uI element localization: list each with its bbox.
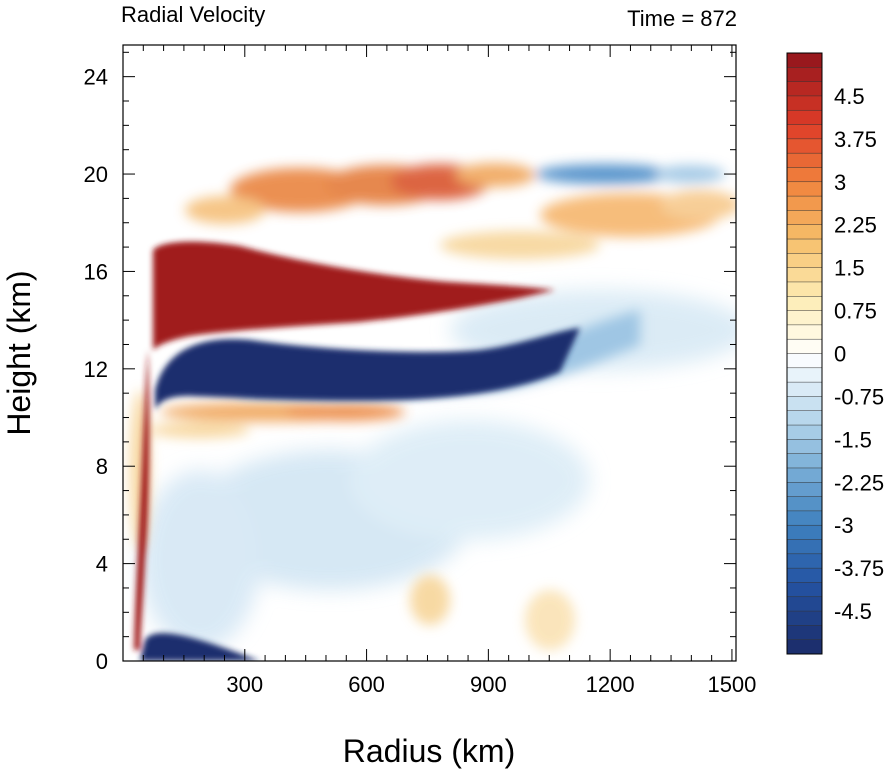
colorbar-segment [787,81,822,97]
colorbar-segment [787,582,822,598]
axis-ticks [123,45,736,661]
colorbar-segment [787,53,822,68]
colorbar-segment [787,467,822,483]
colorbar-segment [787,382,822,397]
colorbar-segment [787,67,822,82]
y-tick-label: 12 [84,357,108,382]
colorbar-segment [787,181,822,197]
colorbar-label: 0 [834,342,846,367]
title-right: Time = 872 [627,6,737,31]
colorbar-label: -3 [834,513,854,538]
colorbar-label: 0.75 [834,299,877,324]
y-tick-label: 4 [96,552,108,577]
colorbar-segment [787,296,822,311]
colorbar-segment [787,453,822,469]
y-axis-label: Height (km) [1,270,37,435]
colorbar-segment [787,167,822,183]
colorbar-segment [787,310,822,326]
colorbar-segment [787,625,822,640]
colorbar-segment [787,439,822,454]
x-tick-label: 1500 [707,672,756,697]
x-axis-label: Radius (km) [343,733,515,769]
colorbar-segment [787,138,822,154]
colorbar-segment [787,496,822,512]
colorbar-label: 4.5 [834,84,865,109]
colorbar-segment [787,425,822,440]
y-tick-labels: 0 4 8 12 16 20 24 [84,65,108,674]
colorbar-segment [787,95,822,111]
colorbar-segment [787,367,822,383]
y-tick-label: 0 [96,649,108,674]
x-tick-label: 900 [470,672,507,697]
colorbar-label: 2.25 [834,213,877,238]
colorbar-segment [787,124,822,140]
colorbar-segment [787,267,822,283]
colorbar-segment [787,196,822,211]
colorbar-segment [787,281,822,297]
colorbar-segment [787,224,822,240]
colorbar-segment [787,353,822,369]
colorbar-label: -4.5 [834,599,872,624]
x-tick-label: 300 [226,672,263,697]
colorbar-segment [787,596,822,612]
title-left: Radial Velocity [121,2,265,27]
colorbar-segment [787,525,822,540]
x-tick-label: 1200 [586,672,635,697]
plot-frame [122,44,737,662]
colorbar-label: -2.25 [834,470,884,495]
heatmap-field [123,45,736,661]
colorbar-segment [787,639,822,655]
colorbar-frame [786,52,823,655]
colorbar-segment [787,253,822,268]
colorbar [786,52,823,655]
colorbar-segment [787,396,822,412]
y-tick-label: 20 [84,162,108,187]
colorbar-label: -0.75 [834,384,884,409]
y-tick-label: 16 [84,259,108,284]
colorbar-segment [787,482,822,497]
colorbar-segment [787,210,822,226]
colorbar-segment [787,339,822,354]
y-tick-label: 8 [96,454,108,479]
colorbar-segment [787,611,822,626]
colorbar-segment [787,324,822,340]
colorbar-segment [787,510,822,526]
colorbar-segment [787,153,822,168]
colorbar-labels: 4.5 3.75 3 2.25 1.5 0.75 0 -0.75 -1.5 -2.25 -3 -3.7… [834,84,884,624]
colorbar-segment [787,110,822,125]
colorbar-label: 3.75 [834,127,877,152]
colorbar-segment [787,553,822,569]
colorbar-segment [787,239,822,254]
colorbar-label: 1.5 [834,256,865,281]
colorbar-segment [787,410,822,426]
colorbar-segment [787,568,822,583]
x-tick-labels: 300 600 900 1200 1500 [226,672,756,697]
colorbar-label: -1.5 [834,427,872,452]
colorbar-label: -3.75 [834,556,884,581]
x-tick-label: 600 [348,672,385,697]
y-tick-label: 24 [84,65,108,90]
colorbar-label: 3 [834,170,846,195]
colorbar-segment [787,539,822,555]
